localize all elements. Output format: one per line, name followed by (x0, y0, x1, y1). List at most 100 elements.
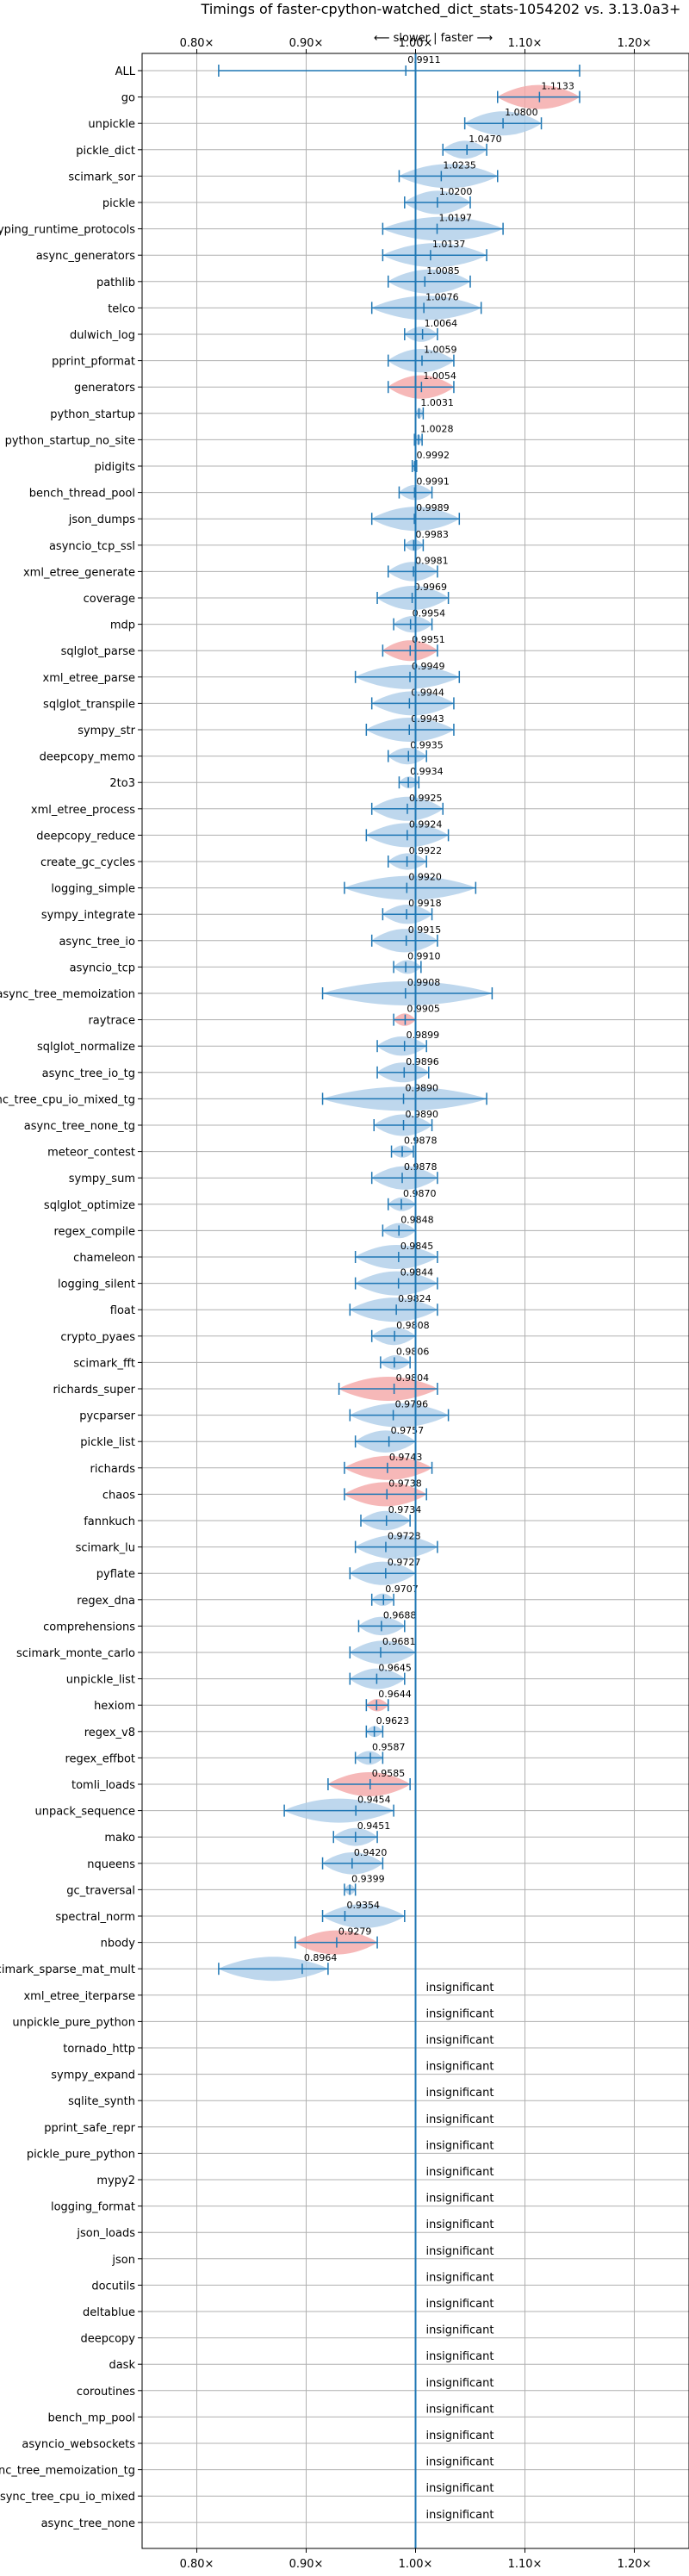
value-label: 0.9981 (415, 555, 449, 566)
x-tick-label-bottom: 1.10× (508, 2558, 543, 2571)
benchmark-label: sqlglot_optimize (44, 1199, 135, 1212)
benchmark-label: sympy_integrate (41, 909, 135, 922)
benchmark-label: 2to3 (109, 777, 135, 790)
benchmark-label: asyncio_tcp (70, 961, 135, 974)
benchmark-label: async_generators (36, 250, 136, 263)
benchmark-label: asyncio_websockets (22, 2438, 135, 2451)
value-label: 0.9848 (400, 1214, 434, 1225)
benchmark-label: async_tree_io_tg (42, 1067, 135, 1080)
insignificant-label: insignificant (426, 2324, 494, 2337)
value-label: 0.9899 (407, 1030, 440, 1041)
benchmark-label: pidigits (95, 461, 136, 474)
value-label: 0.9585 (372, 1768, 406, 1779)
benchmark-label: unpickle (88, 118, 135, 131)
value-label: 0.9454 (357, 1795, 391, 1806)
benchmark-label: regex_compile (53, 1225, 135, 1238)
benchmark-label: docutils (91, 2280, 135, 2293)
value-label: 0.9824 (398, 1293, 431, 1304)
value-label: 0.9943 (411, 713, 444, 725)
benchmark-label: python_startup_no_site (5, 434, 135, 447)
value-label: 0.9845 (400, 1241, 434, 1252)
value-label: 0.9727 (388, 1557, 421, 1568)
benchmark-label: pprint_pformat (52, 356, 135, 369)
value-label: 0.9908 (407, 977, 441, 988)
value-label: 1.0064 (425, 318, 458, 329)
value-label: 0.9905 (407, 1004, 440, 1015)
benchmark-label: scimark_monte_carlo (16, 1647, 135, 1660)
benchmark-label: logging_simple (51, 883, 135, 896)
benchmark-label: async_tree_memoization_tg (0, 2465, 135, 2478)
benchmark-label: python_startup (50, 408, 135, 421)
plot-frame (141, 53, 689, 2549)
value-label: 1.0200 (439, 186, 473, 197)
value-label: 0.9420 (354, 1847, 388, 1858)
insignificant-label: insignificant (426, 1982, 494, 1994)
value-label: 1.0059 (424, 345, 457, 356)
benchmark-label: xml_etree_iterparse (23, 1990, 135, 2003)
insignificant-label: insignificant (426, 2218, 494, 2231)
benchmark-label: coverage (84, 593, 135, 606)
benchmark-label: richards (90, 1463, 136, 1476)
benchmark-label: unpack_sequence (34, 1806, 135, 1819)
insignificant-label: insignificant (426, 2350, 494, 2363)
insignificant-label: insignificant (426, 2430, 494, 2442)
benchmark-label: typing_runtime_protocols (0, 224, 135, 237)
value-label: 0.9587 (372, 1741, 406, 1752)
benchmark-label: tornado_http (63, 2043, 135, 2056)
benchmark-label: unpickle_list (66, 1674, 135, 1687)
benchmark-label: pprint_safe_repr (44, 2122, 135, 2135)
benchmark-label: tomli_loads (71, 1779, 135, 1792)
benchmark-label: nbody (101, 1938, 136, 1951)
slower-faster-note: ⟵ slower | faster ⟶ (374, 32, 493, 45)
insignificant-label: insignificant (426, 2456, 494, 2469)
value-label: 0.9757 (391, 1425, 425, 1436)
benchmark-label: xml_etree_process (31, 804, 135, 817)
benchmark-label: pathlib (96, 277, 135, 289)
value-label: 0.9983 (415, 529, 449, 540)
value-label: 0.9878 (404, 1136, 438, 1147)
benchmark-label: unpickle_pure_python (12, 2016, 135, 2029)
value-label: 0.9808 (396, 1320, 430, 1331)
value-label: 0.9707 (385, 1584, 419, 1595)
value-label: 1.0470 (469, 134, 502, 145)
insignificant-label: insignificant (426, 2298, 494, 2311)
value-label: 0.9870 (403, 1188, 437, 1199)
benchmark-label: pickle_dict (76, 145, 135, 158)
benchmark-label: bench_thread_pool (29, 488, 135, 501)
value-label: 0.9925 (409, 793, 442, 804)
value-label: 0.9949 (412, 661, 445, 672)
benchmark-label: xml_etree_generate (23, 566, 135, 579)
value-label: 1.0197 (439, 213, 473, 224)
x-tick-label-bottom: 1.20× (618, 2558, 652, 2571)
value-label: 1.0800 (505, 107, 538, 118)
benchmark-label: deepcopy_reduce (36, 830, 135, 843)
benchmark-label: dask (109, 2359, 135, 2372)
benchmark-label: regex_dna (77, 1595, 135, 1608)
value-label: 0.9922 (409, 845, 443, 856)
benchmark-label: generators (74, 382, 135, 395)
value-label: 0.9890 (406, 1082, 439, 1093)
x-tick-label-bottom: 0.80× (180, 2558, 214, 2571)
benchmark-label: dulwich_log (70, 329, 135, 342)
benchmark-label: richards_super (53, 1384, 135, 1397)
value-label: 0.8964 (304, 1952, 338, 1963)
insignificant-label: insignificant (426, 2193, 494, 2206)
benchmark-label: scimark_lu (76, 1542, 135, 1555)
x-tick-label-top: 0.80× (180, 37, 214, 50)
benchmark-label: sympy_sum (69, 1173, 135, 1185)
insignificant-label: insignificant (426, 2482, 494, 2495)
value-label: 0.9806 (396, 1346, 430, 1357)
benchmark-label: ALL (115, 65, 136, 78)
value-label: 1.0076 (425, 291, 458, 302)
benchmark-label: scimark_fft (73, 1357, 135, 1370)
value-label: 0.9969 (414, 582, 448, 593)
benchmark-label: sympy_str (78, 725, 135, 737)
insignificant-label: insignificant (426, 2139, 494, 2152)
value-label: 1.1133 (541, 81, 574, 92)
insignificant-label: insignificant (426, 2087, 494, 2100)
benchmark-label: coroutines (77, 2386, 135, 2399)
value-label: 0.9989 (416, 502, 450, 513)
benchmark-label: xml_etree_parse (43, 672, 135, 685)
benchmark-label: comprehensions (43, 1621, 135, 1633)
value-label: 0.9915 (408, 924, 441, 936)
